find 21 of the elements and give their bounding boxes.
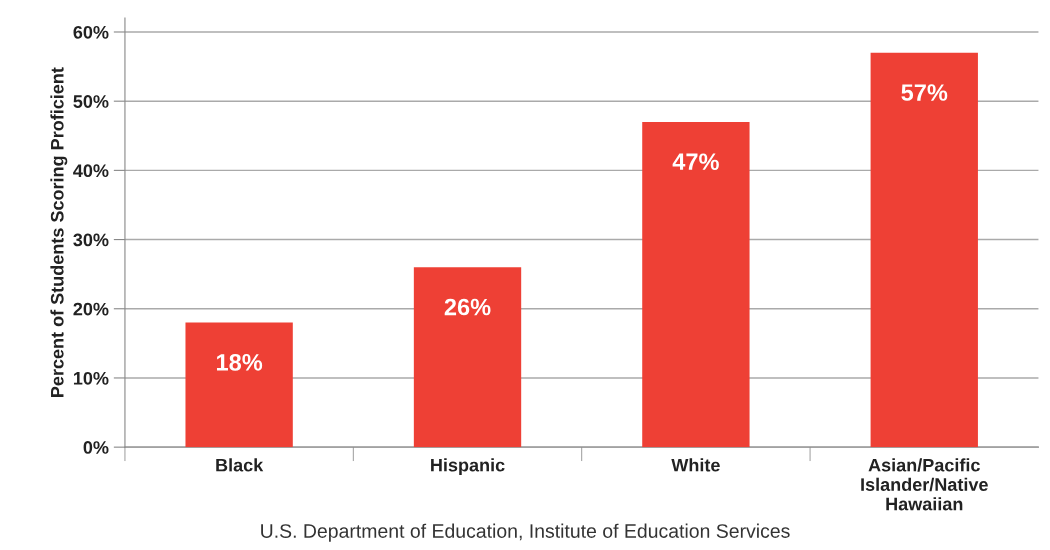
x-tick-label: White — [671, 458, 720, 472]
y-tick-label: 50% — [73, 95, 109, 108]
x-tick-label: Hispanic — [431, 458, 505, 476]
text: U.S. Department of Education, Institute of Education Services — [261, 523, 790, 542]
bar — [185, 322, 293, 448]
bar — [870, 52, 978, 448]
data-label: 57% — [901, 84, 948, 101]
y-axis-title: Percent of Students Scoring Proficient — [50, 67, 68, 397]
y-tick-label: 30% — [73, 233, 109, 247]
x-tick-label: Asian/Pacific Islander/Native Hawaiian — [861, 458, 988, 511]
x-tick-label: Black — [216, 458, 264, 472]
y-tick-label: 20% — [73, 302, 109, 316]
data-label: 18% — [217, 353, 263, 371]
data-label: 26% — [444, 298, 491, 316]
data-label: 47% — [672, 153, 719, 170]
y-tick-label: 40% — [73, 164, 109, 178]
y-tick-label: 60% — [73, 25, 109, 39]
bar — [413, 267, 522, 448]
y-tick-label: 0% — [83, 441, 109, 454]
y-tick-label: 10% — [73, 371, 109, 385]
bar — [642, 121, 750, 448]
